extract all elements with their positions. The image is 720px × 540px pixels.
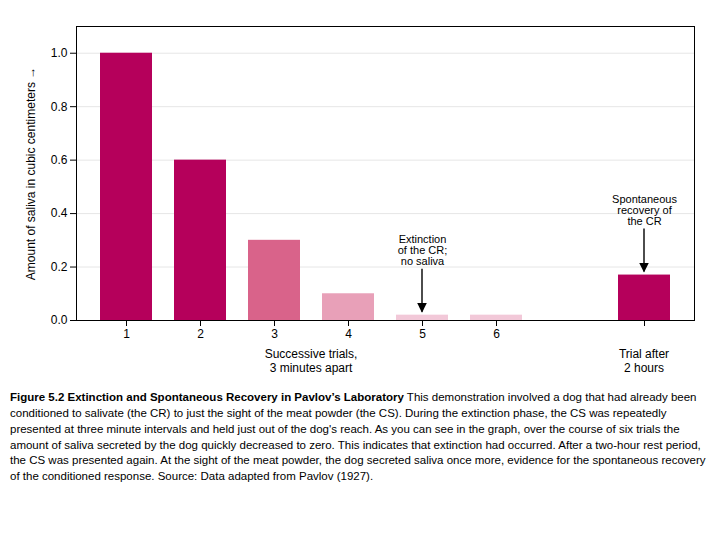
svg-text:Extinctionof the CR;no saliva: Extinctionof the CR;no saliva	[398, 233, 448, 267]
svg-text:0.0: 0.0	[51, 313, 68, 327]
svg-text:1.0: 1.0	[51, 46, 68, 60]
svg-text:0.6: 0.6	[51, 153, 68, 167]
svg-text:Successive trials,3 minutes ap: Successive trials,3 minutes apart	[265, 347, 358, 375]
svg-text:Spontaneousrecovery ofthe CR: Spontaneousrecovery ofthe CR	[612, 193, 677, 227]
html-text:Figure 5.2 Extinction and Spon: Figure 5.2 Extinction and Spontaneous Re…	[10, 391, 706, 483]
svg-text:5: 5	[419, 327, 426, 341]
svg-text:Trial after2 hours: Trial after2 hours	[619, 347, 669, 375]
svg-text:1: 1	[123, 327, 130, 341]
svg-text:3: 3	[271, 327, 278, 341]
svg-text:2: 2	[197, 327, 204, 341]
svg-text:4: 4	[345, 327, 352, 341]
svg-text:0.8: 0.8	[51, 100, 68, 114]
svg-text:Amount of saliva in cubic cent: Amount of saliva in cubic centimeters →	[24, 67, 38, 280]
svg-text:0.2: 0.2	[51, 260, 68, 274]
svg-text:0.4: 0.4	[51, 206, 68, 220]
svg-text:6: 6	[493, 327, 500, 341]
